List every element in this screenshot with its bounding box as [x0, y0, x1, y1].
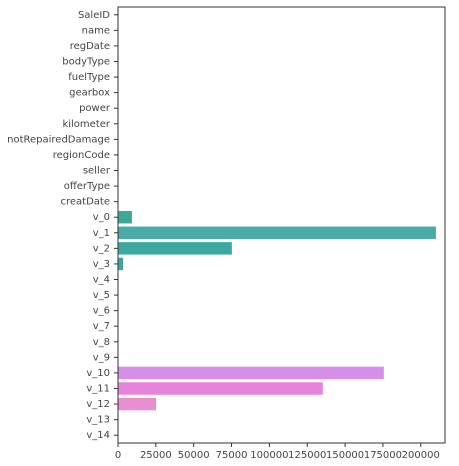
y-tick-label: SaleID — [78, 10, 110, 21]
y-tick-label: v_6 — [93, 306, 110, 317]
bar — [118, 366, 384, 380]
x-tick-label: 125000 — [288, 450, 326, 461]
y-tick-label: v_3 — [93, 259, 110, 270]
y-tick-label: name — [82, 25, 110, 36]
x-tick-label: 50000 — [178, 450, 210, 461]
y-tick-label: v_0 — [93, 212, 110, 223]
bar — [118, 382, 323, 395]
y-tick-label: seller — [83, 166, 111, 177]
y-tick-label: fuelType — [68, 72, 110, 83]
y-tick-label: v_2 — [93, 243, 110, 254]
y-tick-label: v_9 — [93, 352, 110, 363]
y-tick-label: gearbox — [69, 88, 110, 99]
y-tick-label: regionCode — [53, 150, 110, 161]
y-tick-label: v_12 — [86, 399, 110, 410]
bar — [118, 226, 436, 240]
y-tick-label: v_13 — [86, 415, 110, 426]
y-tick-label: v_11 — [86, 384, 110, 395]
y-tick-label: regDate — [70, 41, 110, 52]
y-tick-label: v_1 — [93, 228, 110, 239]
x-tick-label: 75000 — [216, 450, 248, 461]
y-tick-label: v_8 — [93, 337, 110, 348]
y-tick-label: notRepairedDamage — [7, 134, 110, 145]
x-tick-label: 25000 — [140, 450, 172, 461]
bar — [118, 210, 132, 224]
y-tick-label: v_7 — [93, 321, 110, 332]
bar — [118, 242, 232, 255]
x-tick-label: 100000 — [250, 450, 288, 461]
y-tick-label: power — [79, 103, 111, 114]
y-tick-label: offerType — [64, 181, 110, 192]
y-tick-label: creatDate — [61, 197, 111, 208]
y-tick-label: v_4 — [93, 275, 110, 286]
x-tick-label: 0 — [115, 450, 121, 461]
bar — [118, 397, 156, 411]
plot-frame — [117, 6, 446, 444]
y-tick-label: v_14 — [86, 430, 110, 441]
x-tick-label: 150000 — [326, 450, 364, 461]
bar — [118, 257, 123, 271]
x-tick-label: 175000 — [364, 450, 402, 461]
y-tick-label: kilometer — [62, 119, 110, 130]
x-tick-label: 200000 — [402, 450, 440, 461]
y-tick-label: bodyType — [62, 57, 110, 68]
y-tick-label: v_5 — [93, 290, 110, 301]
y-tick-label: v_10 — [86, 368, 110, 379]
